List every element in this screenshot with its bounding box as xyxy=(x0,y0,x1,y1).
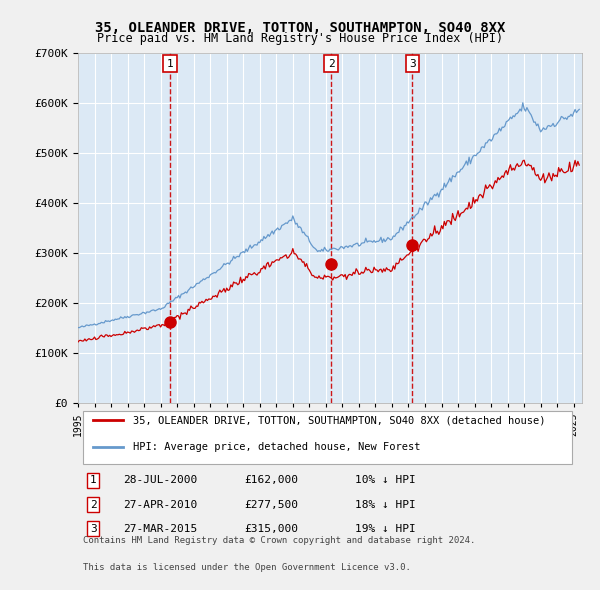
Text: £315,000: £315,000 xyxy=(244,524,298,534)
Text: 28-JUL-2000: 28-JUL-2000 xyxy=(124,476,197,486)
Text: 35, OLEANDER DRIVE, TOTTON, SOUTHAMPTON, SO40 8XX: 35, OLEANDER DRIVE, TOTTON, SOUTHAMPTON,… xyxy=(95,21,505,35)
Text: 27-APR-2010: 27-APR-2010 xyxy=(124,500,197,510)
Text: £277,500: £277,500 xyxy=(244,500,298,510)
Text: HPI: Average price, detached house, New Forest: HPI: Average price, detached house, New … xyxy=(133,442,421,452)
Text: Contains HM Land Registry data © Crown copyright and database right 2024.: Contains HM Land Registry data © Crown c… xyxy=(83,536,475,545)
Text: 27-MAR-2015: 27-MAR-2015 xyxy=(124,524,197,534)
Text: 10% ↓ HPI: 10% ↓ HPI xyxy=(355,476,416,486)
Text: 3: 3 xyxy=(90,524,97,534)
Text: 2: 2 xyxy=(90,500,97,510)
Text: £162,000: £162,000 xyxy=(244,476,298,486)
Text: 18% ↓ HPI: 18% ↓ HPI xyxy=(355,500,416,510)
Text: Price paid vs. HM Land Registry's House Price Index (HPI): Price paid vs. HM Land Registry's House … xyxy=(97,32,503,45)
Text: 3: 3 xyxy=(409,59,416,68)
Text: 1: 1 xyxy=(90,476,97,486)
Text: 19% ↓ HPI: 19% ↓ HPI xyxy=(355,524,416,534)
Text: This data is licensed under the Open Government Licence v3.0.: This data is licensed under the Open Gov… xyxy=(83,563,411,572)
Text: 1: 1 xyxy=(167,59,173,68)
Text: 2: 2 xyxy=(328,59,335,68)
FancyBboxPatch shape xyxy=(83,411,572,464)
Text: 35, OLEANDER DRIVE, TOTTON, SOUTHAMPTON, SO40 8XX (detached house): 35, OLEANDER DRIVE, TOTTON, SOUTHAMPTON,… xyxy=(133,415,546,425)
